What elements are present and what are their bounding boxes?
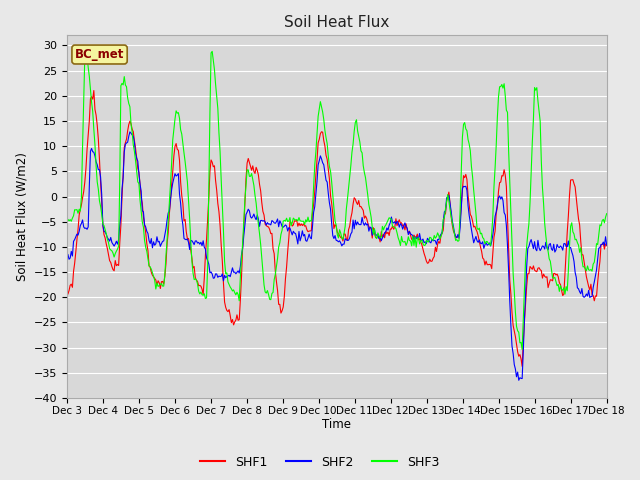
Line: SHF3: SHF3 (67, 51, 607, 349)
SHF3 (292, 217, 300, 223)
SHF3 (392, 226, 400, 231)
SHF1 (603, 243, 611, 249)
Y-axis label: Soil Heat Flux (W/m2): Soil Heat Flux (W/m2) (15, 152, 28, 281)
SHF1 (518, 363, 526, 369)
SHF3 (232, 292, 240, 298)
SHF3 (366, 208, 374, 214)
X-axis label: Time: Time (322, 419, 351, 432)
SHF2 (556, 245, 563, 251)
SHF2 (603, 242, 611, 248)
SHF2 (126, 129, 134, 135)
Title: Soil Heat Flux: Soil Heat Flux (284, 15, 389, 30)
SHF2 (461, 184, 468, 190)
SHF1 (556, 280, 563, 286)
Legend: SHF1, SHF2, SHF3: SHF1, SHF2, SHF3 (195, 451, 445, 474)
SHF2 (63, 252, 70, 258)
SHF1 (63, 290, 70, 296)
SHF2 (392, 221, 400, 227)
SHF2 (232, 271, 240, 276)
SHF3 (556, 288, 563, 294)
SHF2 (515, 377, 523, 383)
Line: SHF2: SHF2 (67, 132, 607, 380)
SHF3 (209, 48, 216, 54)
SHF1 (392, 216, 400, 222)
SHF3 (63, 220, 70, 226)
SHF1 (366, 225, 374, 230)
SHF2 (292, 231, 300, 237)
SHF3 (461, 120, 468, 125)
Line: SHF1: SHF1 (67, 91, 607, 366)
Text: BC_met: BC_met (75, 48, 124, 61)
SHF1 (292, 218, 300, 224)
SHF1 (461, 175, 468, 180)
SHF1 (90, 88, 98, 94)
SHF2 (366, 224, 374, 230)
SHF3 (603, 211, 611, 216)
SHF3 (518, 347, 526, 352)
SHF1 (232, 317, 240, 323)
